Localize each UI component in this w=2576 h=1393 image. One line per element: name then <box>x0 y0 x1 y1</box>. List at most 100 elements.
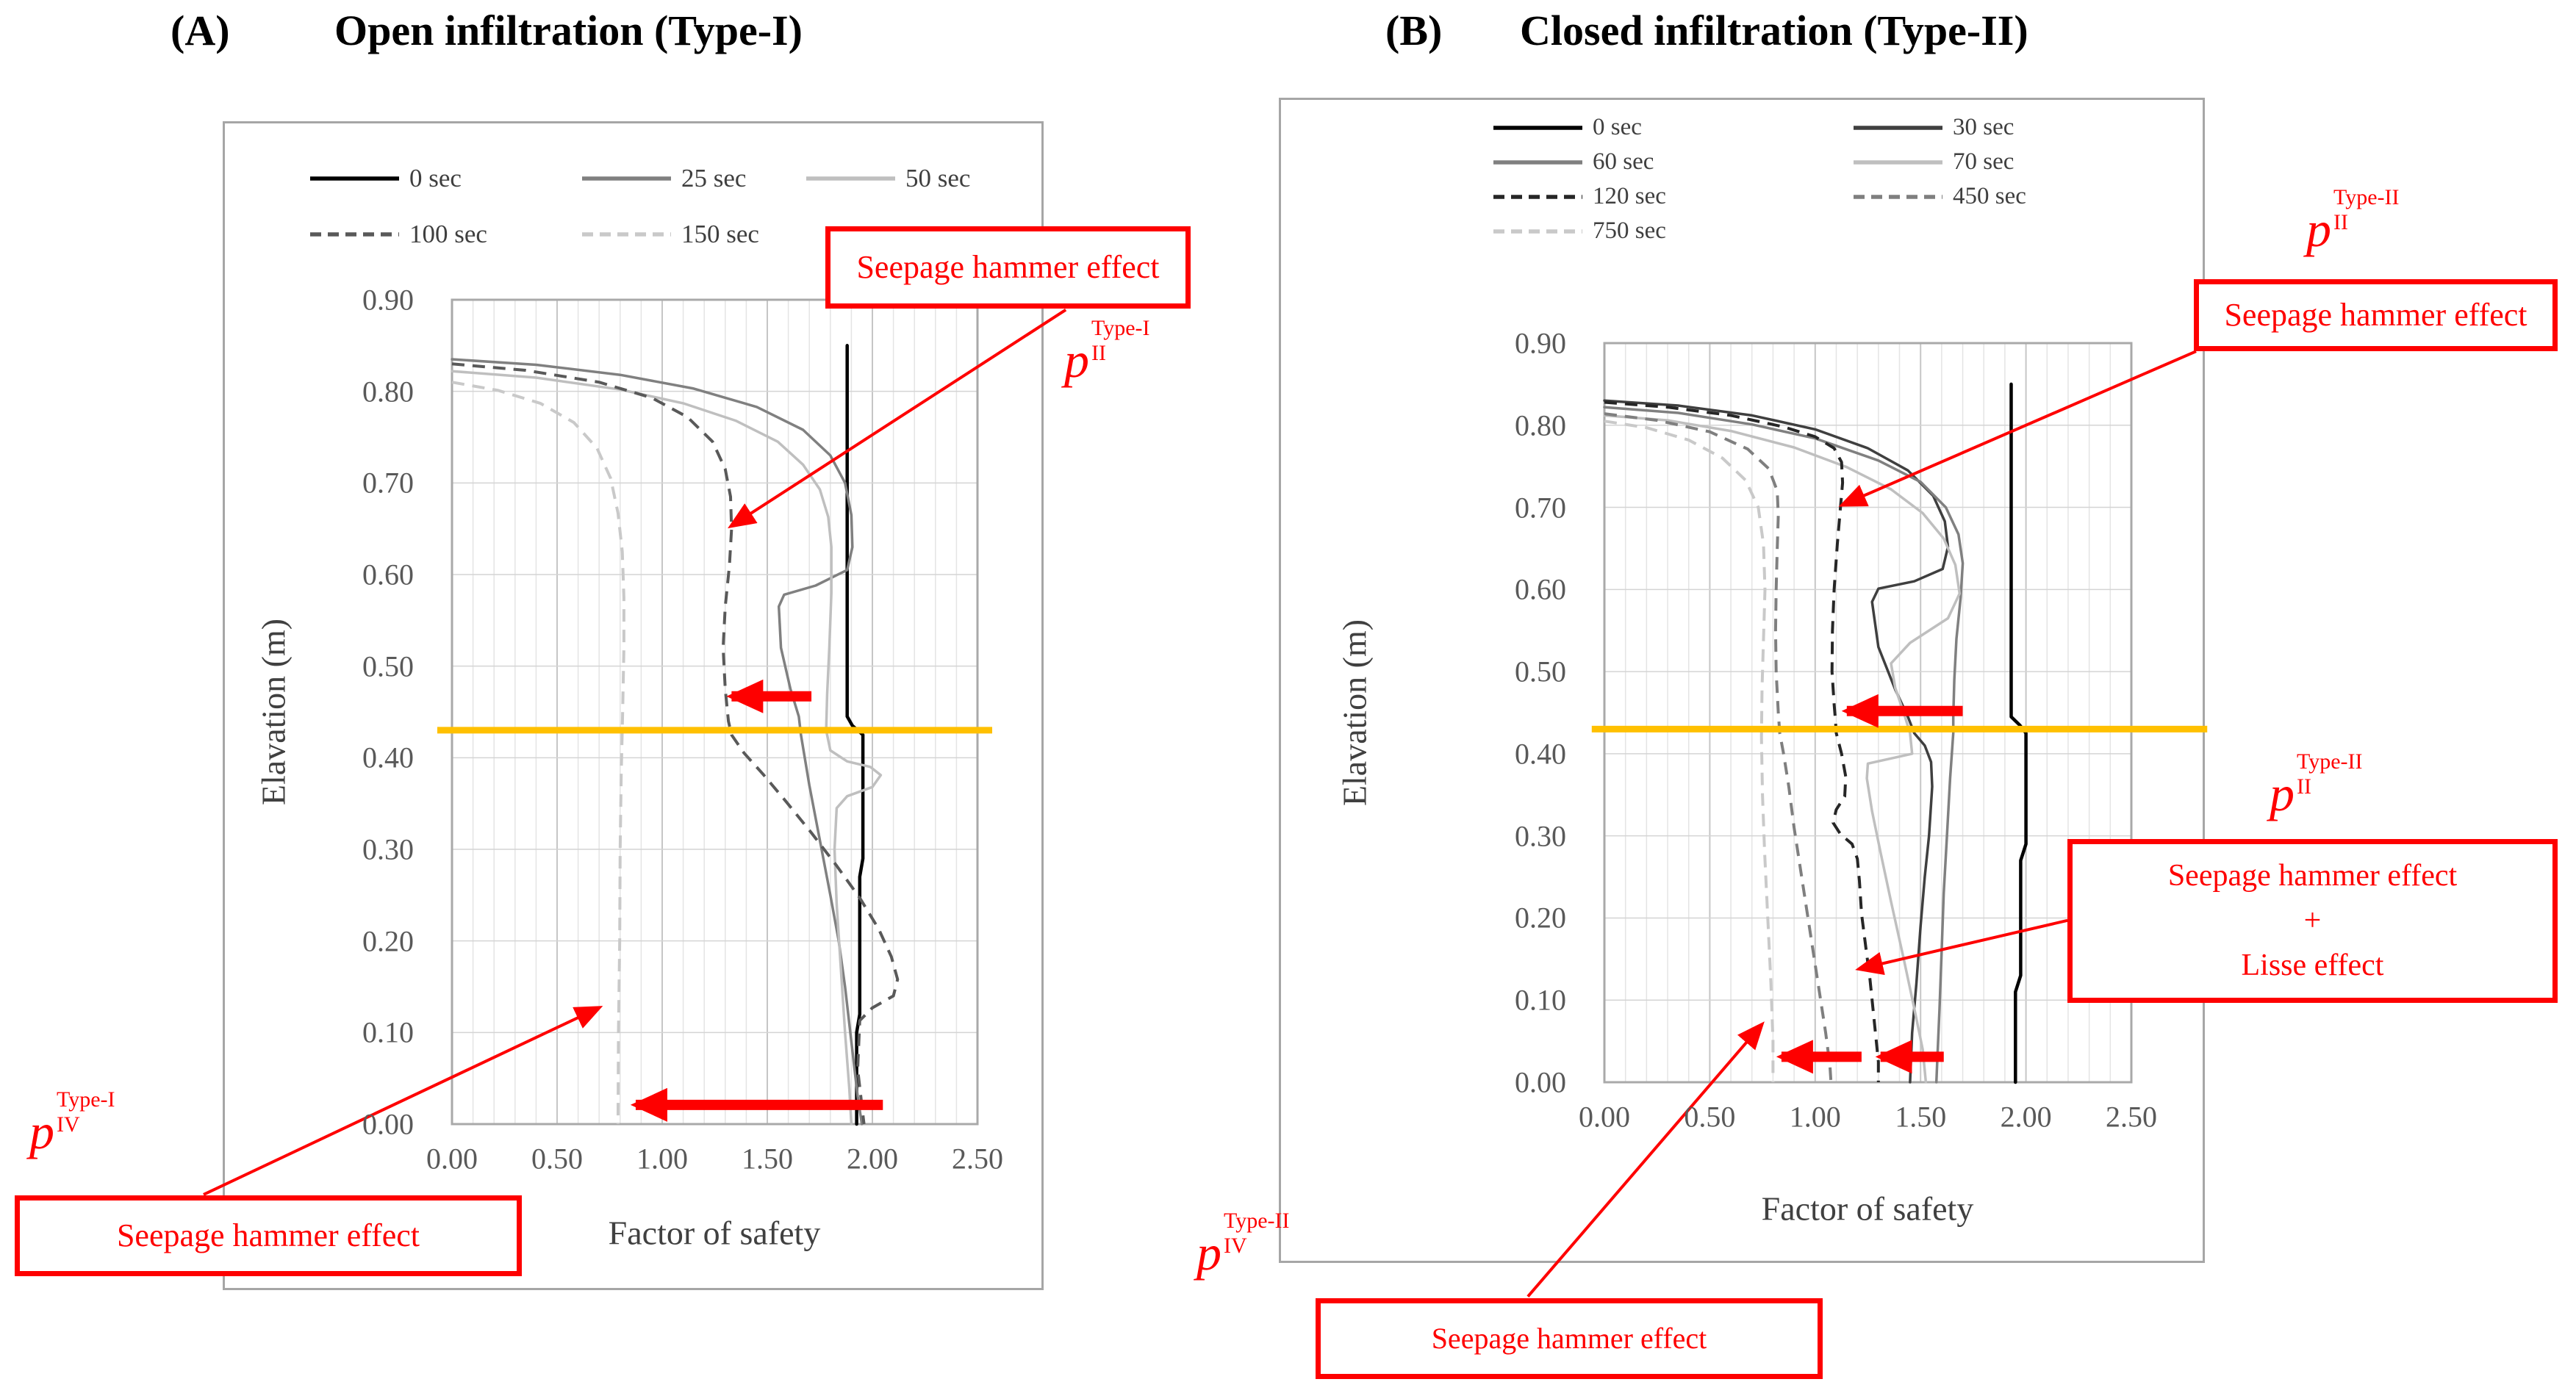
p-sup: Type-II <box>2333 185 2400 209</box>
p-base: p <box>29 1104 54 1159</box>
legend-line-swatch <box>1493 159 1582 165</box>
p-sub: II <box>2297 774 2311 799</box>
p-sub: IV <box>57 1112 80 1137</box>
series-60-sec <box>1603 406 1965 1084</box>
legend-line-swatch <box>1854 159 1942 165</box>
y-tick-label: 0.40 <box>362 741 414 774</box>
annotation-box-seepage-b-top: Seepage hammer effect <box>2194 279 2558 351</box>
p-label-pIV-type1: p Type-I IV <box>29 1087 115 1156</box>
x-tick-label: 2.00 <box>2000 1100 2052 1134</box>
legend-item-30-sec: 30 sec <box>1852 114 2014 141</box>
annotation-text: Seepage hammer effect <box>1431 1322 1707 1355</box>
y-tick-label: 0.10 <box>1515 983 1566 1017</box>
x-tick-label: 0.50 <box>531 1142 583 1176</box>
x-tick-label: 1.50 <box>742 1142 793 1176</box>
series-100-sec <box>451 362 900 1125</box>
y-tick-label: 0.90 <box>1515 326 1566 360</box>
p-base: p <box>2306 201 2331 257</box>
p-label-pII-type2-mid: p Type-II II <box>2270 749 2363 818</box>
x-tick-label: 1.00 <box>1789 1100 1841 1134</box>
p-sub: II <box>1091 340 1106 365</box>
legend-item-0-sec: 0 sec <box>309 164 581 193</box>
legend-label: 120 sec <box>1593 183 1666 209</box>
legend-label: 70 sec <box>1953 148 2014 175</box>
legend-label: 750 sec <box>1593 217 1666 244</box>
series-0-sec <box>2009 382 2028 1084</box>
legend-b: 0 sec 30 sec 60 sec 70 sec 120 sec 450 sec … <box>1492 110 2026 248</box>
x-tick-label: 2.50 <box>952 1142 1003 1176</box>
chart-a-plot <box>203 298 1067 1196</box>
chart-b-title: Closed infiltration (Type-II) <box>1520 7 2028 54</box>
legend-line-swatch <box>1854 194 1942 199</box>
annotation-text: Seepage hammer effect <box>2167 859 2458 893</box>
legend-line-swatch <box>806 176 895 181</box>
annotation-text: Seepage hammer effect <box>2224 297 2527 334</box>
series-150-sec <box>451 381 625 1125</box>
legend-label: 30 sec <box>1953 114 2014 140</box>
series-50-sec <box>451 370 883 1126</box>
chart-b-xlabel: Factor of safety <box>1761 1189 1974 1228</box>
chart-b-tag: (B) <box>1385 7 1443 54</box>
y-tick-label: 0.60 <box>1515 572 1566 606</box>
legend-label: 0 sec <box>409 164 462 192</box>
p-label-pIV-type2: p Type-II IV <box>1196 1209 1290 1278</box>
series-25-sec <box>451 358 864 1126</box>
legend-label: 50 sec <box>905 164 971 192</box>
thin-red-arrow <box>1855 918 2068 976</box>
legend-item-0-sec: 0 sec <box>1492 114 1852 141</box>
legend-label: 25 sec <box>681 164 747 192</box>
y-tick-label: 0.70 <box>1515 491 1566 525</box>
chart-a-xlabel: Factor of safety <box>608 1214 821 1252</box>
y-tick-label: 0.30 <box>1515 819 1566 853</box>
chart-b-panel <box>1279 98 2205 1263</box>
legend-line-swatch <box>1854 125 1942 130</box>
y-tick-label: 0.30 <box>362 832 414 866</box>
x-tick-label: 2.50 <box>2106 1100 2157 1134</box>
y-tick-label: 0.90 <box>362 283 414 317</box>
y-tick-label: 0.20 <box>362 924 414 958</box>
legend-line-swatch <box>310 176 399 181</box>
legend-item-60-sec: 60 sec <box>1492 148 1852 176</box>
legend-line-swatch <box>582 232 671 237</box>
legend-label: 0 sec <box>1593 114 1642 140</box>
p-sup: Type-I <box>1091 316 1150 340</box>
p-sub: II <box>2333 209 2348 234</box>
p-sup: Type-II <box>2297 749 2363 774</box>
legend-item-150-sec: 150 sec <box>581 220 759 249</box>
annotation-box-seepage-a-top: Seepage hammer effect <box>825 226 1191 309</box>
annotation-box-seepage-a-bottom: Seepage hammer effect <box>15 1195 522 1276</box>
legend-item-450-sec: 450 sec <box>1852 183 2026 210</box>
annotation-text: Lisse effect <box>2241 948 2384 982</box>
chart-a-tag: (A) <box>171 7 230 54</box>
legend-label: 150 sec <box>681 220 759 248</box>
legend-line-swatch <box>1493 125 1582 130</box>
legend-row: 0 sec 25 sec 50 sec <box>309 151 970 206</box>
chart-b-plot <box>1526 342 2208 1298</box>
series-450-sec <box>1604 412 1833 1083</box>
series-30-sec <box>1603 399 1950 1084</box>
y-tick-label: 0.40 <box>1515 737 1566 771</box>
series-0-sec <box>845 344 865 1126</box>
legend-label: 60 sec <box>1593 148 1654 175</box>
legend-item-25-sec: 25 sec <box>581 164 805 193</box>
x-tick-label: 2.00 <box>847 1142 898 1176</box>
x-tick-label: 0.00 <box>426 1142 478 1176</box>
legend-row: 120 sec 450 sec <box>1492 179 2026 214</box>
chart-b-ylabel: Elavation (m) <box>1335 619 1374 807</box>
annotation-text: Seepage hammer effect <box>116 1217 420 1254</box>
legend-row: 0 sec 30 sec <box>1492 110 2026 145</box>
p-label-pII-type1: p Type-I II <box>1064 316 1150 385</box>
legend-label: 100 sec <box>409 220 487 248</box>
x-tick-label: 1.50 <box>1895 1100 1947 1134</box>
annotation-text: Seepage hammer effect <box>856 249 1160 286</box>
annotation-text: + <box>2303 904 2322 938</box>
thin-red-arrow <box>728 309 1067 529</box>
x-tick-label: 1.00 <box>636 1142 688 1176</box>
series-70-sec <box>1603 414 1962 1084</box>
legend-item-50-sec: 50 sec <box>805 164 970 193</box>
p-base: p <box>1196 1225 1221 1281</box>
legend-item-100-sec: 100 sec <box>309 220 581 249</box>
p-sub: IV <box>1224 1233 1247 1258</box>
y-tick-label: 0.00 <box>1515 1065 1566 1099</box>
